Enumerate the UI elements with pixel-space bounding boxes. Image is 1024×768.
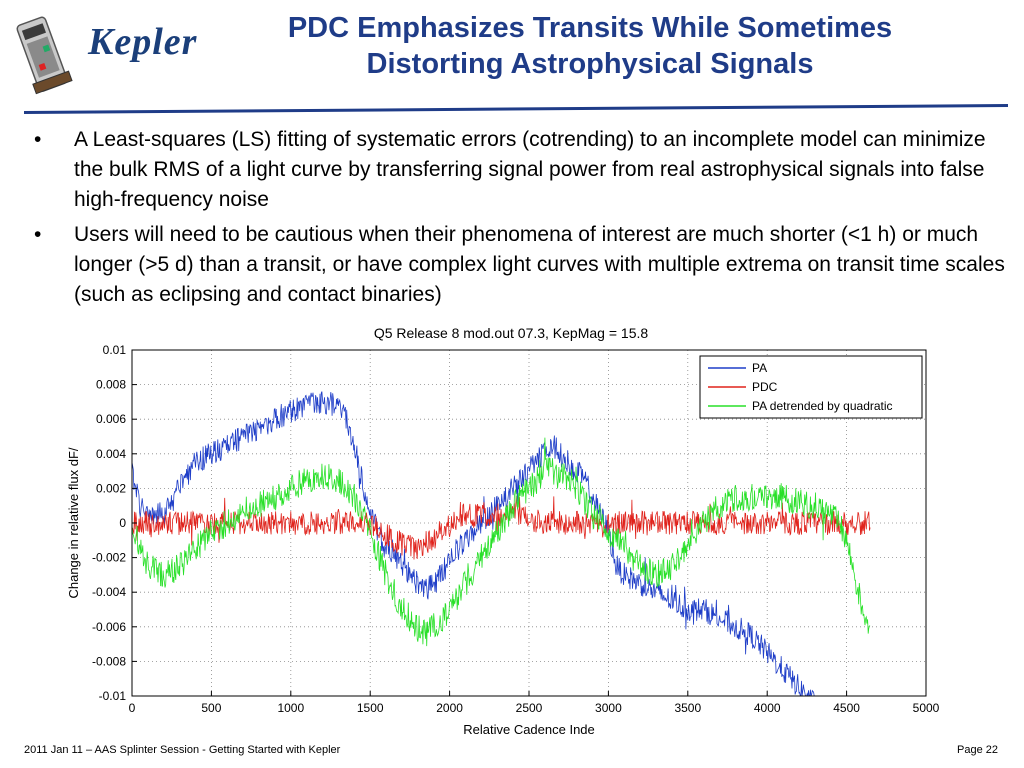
x-tick-label: 4000 (754, 701, 781, 715)
series-line-pa-detrended-by-quadratic (131, 437, 871, 647)
x-tick-label: 3500 (674, 701, 701, 715)
bullet-item: • Users will need to be cautious when th… (30, 220, 1020, 310)
y-tick-label: 0.006 (96, 412, 126, 426)
y-tick-label: 0.008 (96, 378, 126, 392)
y-axis-label: Change in relative flux dF/ (66, 447, 81, 598)
x-tick-label: 3000 (595, 701, 622, 715)
x-tick-label: 500 (201, 701, 221, 715)
bullet-symbol: • (34, 128, 42, 151)
legend-label: PDC (752, 380, 778, 394)
bullet-text: Users will need to be cautious when thei… (74, 223, 1005, 306)
x-tick-label: 0 (129, 701, 136, 715)
x-tick-label: 4500 (833, 701, 860, 715)
logo-wordmark: Kepler (88, 21, 198, 63)
y-tick-label: -0.008 (92, 654, 126, 668)
axis-ticks: 0 500 1000 1500 2000 2500 3000 3500 4000 4500 5000… (92, 343, 940, 715)
bullet-symbol: • (34, 223, 42, 246)
x-tick-label: 2000 (436, 701, 463, 715)
series-line-pdc (131, 495, 871, 560)
y-tick-label: 0 (119, 516, 126, 530)
y-tick-label: 0.004 (96, 447, 126, 461)
bullet-list: • A Least-squares (LS) fitting of system… (30, 125, 1020, 315)
x-tick-label: 1500 (357, 701, 384, 715)
series-line-pa (131, 391, 815, 697)
legend-label: PA (752, 361, 767, 375)
title-rule (24, 104, 1008, 114)
x-axis-label: Relative Cadence Inde (463, 722, 595, 737)
legend-label: PA detrended by quadratic (752, 399, 893, 413)
slide-title: PDC Emphasizes Transits While Sometimes … (287, 12, 893, 80)
y-tick-label: -0.01 (99, 689, 127, 703)
x-tick-label: 5000 (913, 701, 940, 715)
chart-title: Q5 Release 8 mod.out 07.3, KepMag = 15.8 (374, 325, 649, 341)
footer-text: 2011 Jan 11 – AAS Splinter Session - Get… (24, 744, 341, 756)
y-tick-label: -0.002 (92, 551, 126, 565)
y-tick-label: -0.006 (92, 620, 126, 634)
chart-legend: PA PDC PA detrended by quadratic (699, 355, 923, 419)
y-tick-label: -0.004 (92, 585, 126, 599)
y-tick-label: 0.01 (103, 343, 127, 357)
y-tick-label: 0.002 (96, 481, 126, 495)
bullet-item: • A Least-squares (LS) fitting of system… (30, 125, 1020, 215)
series-lines (131, 391, 871, 697)
light-curve-chart: Q5 Release 8 mod.out 07.3, KepMag = 15.8… (66, 325, 940, 737)
x-tick-label: 1000 (277, 701, 304, 715)
kepler-logo: Kepler (6, 6, 218, 102)
bullet-text: A Least-squares (LS) fitting of systemat… (74, 128, 986, 211)
spacecraft-icon (16, 16, 73, 95)
page-number: Page 22 (957, 744, 998, 756)
x-tick-label: 2500 (516, 701, 543, 715)
